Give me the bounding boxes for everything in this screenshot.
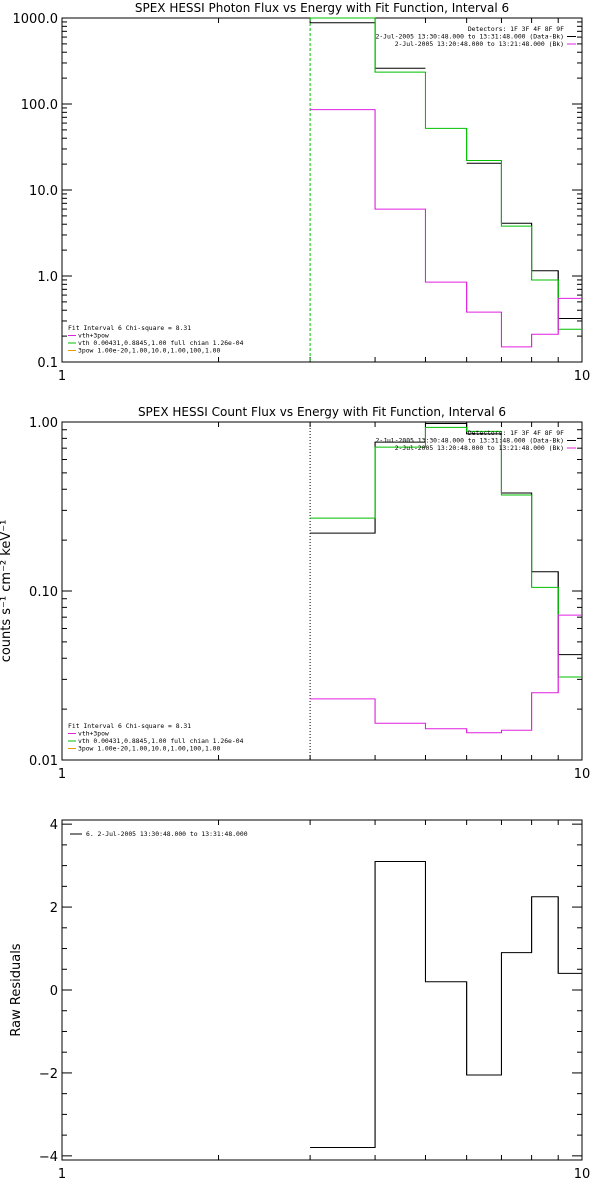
plot-frame-1 — [61, 17, 583, 363]
plot-frame-2 — [61, 421, 583, 761]
series-3pow — [310, 109, 582, 348]
legend-bottom-entry: 3pow 1.00e-20,1.00,10.0,1.00,100,1.00 — [78, 745, 221, 753]
series-data — [310, 422, 582, 656]
series-vth-3pow — [310, 426, 582, 678]
y-tick-label: 0.10 — [29, 585, 58, 600]
y-tick-label: 2 — [50, 901, 58, 916]
x-tick-label: 10 — [574, 1167, 591, 1182]
x-tick-label: 1 — [58, 767, 66, 782]
legend-bottom-entry: vth 0.00431,0.8845,1.00 full chian 1.26e… — [78, 737, 244, 745]
y-tick-label: 0.1 — [37, 356, 58, 371]
y-tick-label: 1.0 — [37, 270, 58, 285]
y-tick-label: 10.0 — [29, 184, 58, 199]
legend-bottom-entry: vth 0.00431,0.8845,1.00 full chian 1.26e… — [78, 339, 244, 347]
series-data — [310, 22, 582, 320]
plot-frame-3 — [61, 819, 583, 1161]
y-axis-label-3: Raw Residuals — [9, 943, 24, 1036]
y-tick-label: 1000.0 — [13, 12, 59, 27]
y-tick-label: 4 — [50, 818, 58, 833]
legend-bottom-entry: Fit Interval 6 Chi-square = 8.31 — [68, 324, 191, 332]
y-tick-label: −2 — [39, 1067, 58, 1082]
chart-title-2: SPEX HESSI Count Flux vs Energy with Fit… — [138, 405, 506, 419]
y-tick-label: 0.01 — [29, 754, 58, 769]
x-tick-label: 10 — [574, 767, 591, 782]
legend-top-entry: 2-Jul-2005 13:20:48.000 to 13:21:48.000 … — [395, 444, 564, 452]
series-3pow — [310, 614, 582, 734]
series-vth-3pow — [310, 17, 582, 330]
legend-bottom-entry: 3pow 1.00e-20,1.00,10.0,1.00,100,1.00 — [78, 347, 221, 355]
legend-top-entry: 2-Jul-2005 13:30:48.000 to 13:31:48.000 … — [375, 33, 564, 41]
legend-bottom-entry: vth+3pow — [78, 332, 109, 340]
legend-top-entry: 2-Jul-2005 13:20:48.000 to 13:21:48.000 … — [395, 40, 564, 48]
y-tick-label: −4 — [39, 1150, 58, 1165]
y-axis-label-2: counts s⁻¹ cm⁻² keV⁻¹ — [0, 520, 14, 663]
x-tick-label: 10 — [574, 369, 591, 384]
series-6-2-jul-2005-13-30-48-000-to-13-31-48-000 — [310, 860, 582, 1149]
x-tick-label: 1 — [58, 1167, 66, 1182]
legend-top-entry: Detectors: 1F 3F 4F 8F 9F — [468, 429, 564, 437]
legend-top-entry: 2-Jul-2005 13:30:48.000 to 13:31:48.000 … — [375, 437, 564, 445]
legend-bottom-entry: vth+3pow — [78, 730, 109, 738]
y-tick-label: 1.00 — [29, 416, 58, 431]
y-tick-label: 100.0 — [21, 98, 58, 113]
legend-top-entry: Detectors: 1F 3F 4F 8F 9F — [468, 25, 564, 33]
legend-bottom-entry: Fit Interval 6 Chi-square = 8.31 — [68, 722, 191, 730]
y-tick-label: 0 — [50, 984, 58, 999]
chart-title-1: SPEX HESSI Photon Flux vs Energy with Fi… — [135, 1, 509, 15]
legend-entry: 6. 2-Jul-2005 13:30:48.000 to 13:31:48.0… — [86, 830, 248, 838]
x-tick-label: 1 — [58, 369, 66, 384]
